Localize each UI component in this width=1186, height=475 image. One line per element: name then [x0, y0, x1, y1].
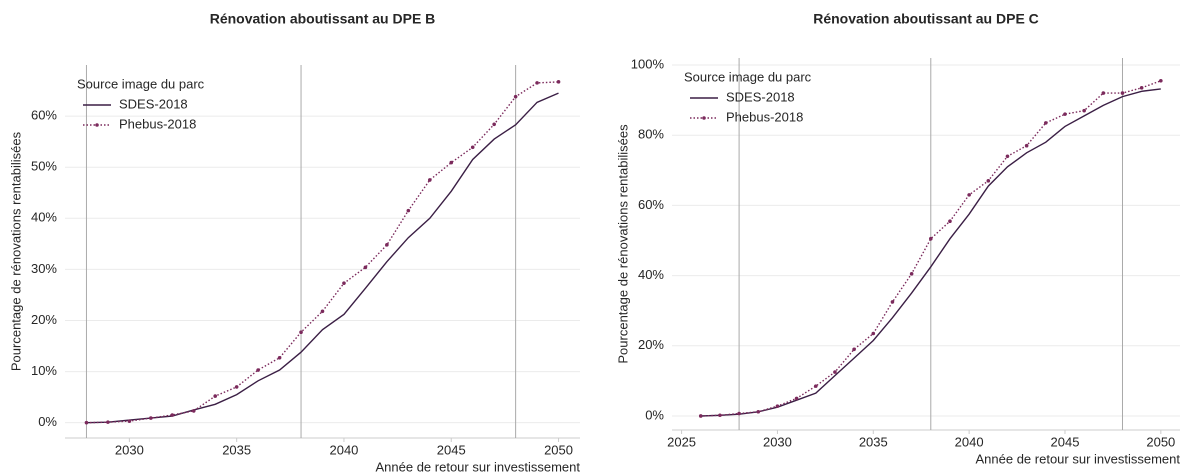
point: [535, 81, 539, 85]
point: [871, 331, 876, 336]
point: [1101, 91, 1106, 95]
point: [833, 370, 837, 374]
point: [342, 281, 346, 285]
x-tick-label: 2025: [667, 434, 696, 449]
legend-title: Source image du parc: [77, 76, 205, 91]
point: [363, 265, 368, 270]
point: [698, 414, 703, 418]
point: [299, 330, 303, 335]
y-tick-label: 0%: [38, 414, 57, 429]
point: [470, 145, 475, 150]
point: [967, 193, 971, 197]
x-tick-label: 2030: [763, 434, 792, 449]
x-tick-label: 2030: [115, 442, 144, 457]
point: [909, 272, 914, 276]
point: [406, 208, 411, 213]
point: [852, 347, 856, 352]
point: [427, 178, 432, 182]
point: [890, 300, 895, 304]
y-tick-label: 20%: [31, 312, 57, 327]
x-tick-label: 2050: [1146, 434, 1175, 449]
legend-label: Phebus-2018: [726, 109, 803, 124]
legend-label: SDES-2018: [119, 96, 188, 111]
legend-title: Source image du parc: [684, 69, 812, 84]
point: [149, 416, 153, 420]
y-tick-label: 60%: [638, 197, 664, 212]
point: [986, 179, 991, 183]
x-axis-label: Année de retour sur investissement: [976, 451, 1181, 466]
point: [170, 413, 175, 417]
y-tick-label: 60%: [31, 108, 57, 123]
x-axis-label: Année de retour sur investissement: [376, 459, 581, 474]
legend-label: Phebus-2018: [119, 116, 196, 131]
y-tick-label: 50%: [31, 159, 57, 174]
legend-marker: [702, 116, 706, 120]
point: [756, 409, 761, 414]
x-tick-label: 2045: [437, 442, 466, 457]
y-axis-label: Pourcentage de rénovations rentabilisées: [615, 124, 630, 364]
point: [948, 219, 952, 223]
series-line: [86, 92, 559, 424]
legend-label: SDES-2018: [726, 89, 795, 104]
point: [1024, 143, 1029, 148]
point: [234, 385, 239, 389]
point: [775, 404, 780, 408]
legend-marker: [95, 123, 99, 127]
x-tick-label: 2035: [222, 442, 251, 457]
point: [737, 411, 741, 416]
point: [106, 420, 110, 424]
point: [1063, 112, 1067, 116]
x-tick-label: 2035: [859, 434, 888, 449]
point: [556, 80, 561, 84]
point: [84, 420, 89, 425]
x-tick-label: 2045: [1051, 434, 1080, 449]
point: [1159, 79, 1163, 83]
y-tick-label: 40%: [31, 210, 57, 225]
point: [794, 396, 799, 401]
y-tick-label: 30%: [31, 261, 57, 276]
point: [1005, 154, 1010, 159]
point: [1139, 86, 1144, 90]
point: [928, 236, 933, 241]
chart-title: Rénovation aboutissant au DPE B: [210, 11, 436, 27]
point: [256, 368, 260, 372]
x-tick-label: 2040: [955, 434, 984, 449]
point: [492, 122, 496, 127]
point: [127, 419, 132, 423]
point: [1120, 91, 1125, 95]
point: [1082, 108, 1086, 113]
x-tick-label: 2050: [544, 442, 573, 457]
y-axis-label: Pourcentage de rénovations rentabilisées: [8, 131, 23, 371]
y-tick-label: 0%: [645, 407, 664, 422]
point: [513, 94, 518, 99]
point: [277, 355, 282, 360]
y-tick-label: 80%: [638, 127, 664, 142]
point: [191, 409, 196, 413]
point: [320, 309, 325, 314]
x-tick-label: 2040: [329, 442, 358, 457]
point: [813, 384, 818, 388]
y-tick-label: 100%: [631, 56, 665, 71]
point: [385, 243, 389, 247]
y-tick-label: 40%: [638, 267, 664, 282]
point: [718, 413, 722, 418]
chart-title: Rénovation aboutissant au DPE C: [813, 11, 1039, 27]
y-tick-label: 20%: [638, 337, 664, 352]
y-tick-label: 10%: [31, 363, 57, 378]
point: [1044, 121, 1048, 125]
series-line: [86, 81, 559, 424]
point: [213, 394, 218, 398]
point: [449, 160, 454, 165]
